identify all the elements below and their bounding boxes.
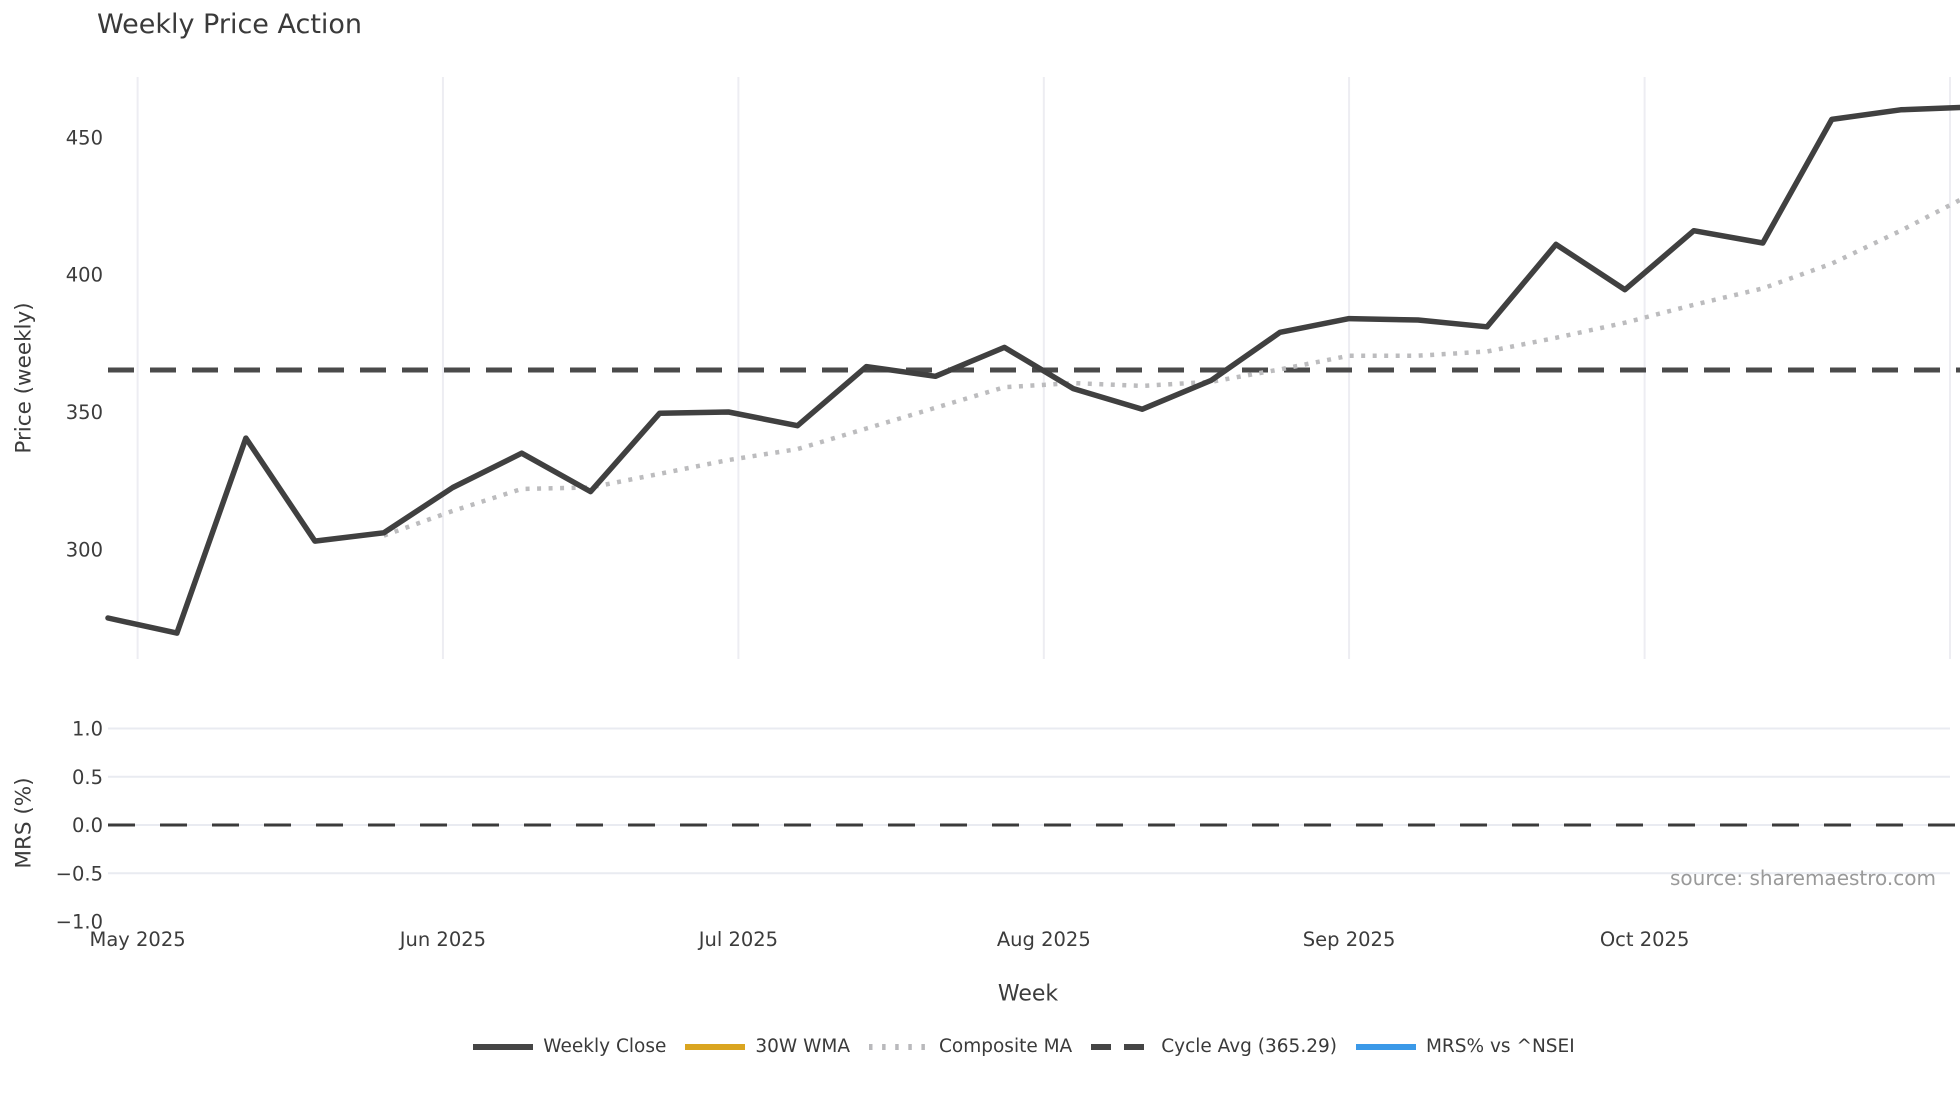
legend-label: Weekly Close xyxy=(543,1036,667,1057)
legend-label: Cycle Avg (365.29) xyxy=(1161,1036,1337,1057)
legend-swatch-solid-icon xyxy=(1355,1043,1416,1050)
legend-swatch-dashed-icon xyxy=(1091,1043,1145,1050)
legend-item: Weekly Close xyxy=(473,1036,666,1057)
chart-title: Weekly Price Action xyxy=(97,9,363,40)
composite-ma-line xyxy=(383,197,1960,538)
month-tick-label: Jul 2025 xyxy=(697,928,778,951)
legend-item: 30W WMA xyxy=(685,1036,850,1057)
legend-label: Composite MA xyxy=(938,1036,1073,1057)
legend-label: MRS% vs ^NSEI xyxy=(1425,1036,1575,1057)
legend-swatch-dotted-icon xyxy=(868,1043,925,1050)
legend-item: MRS% vs ^NSEI xyxy=(1355,1036,1575,1057)
price-axis-label: Price (weekly) xyxy=(11,302,37,454)
legend-swatch-solid-icon xyxy=(685,1043,746,1050)
mrs-axis-label: MRS (%) xyxy=(11,777,37,869)
mrs-tick-label: −0.5 xyxy=(56,862,103,885)
mrs-tick-label: 1.0 xyxy=(72,718,103,741)
legend: Weekly Close 30W WMA Composite MA Cycle Avg… xyxy=(0,1036,1960,1057)
mrs-tick-label: −1.0 xyxy=(56,911,103,934)
price-tick-label: 350 xyxy=(66,401,103,424)
source-note: source: sharemaestro.com xyxy=(1670,866,1936,890)
month-tick-label: Oct 2025 xyxy=(1600,928,1690,951)
legend-item: Composite MA xyxy=(868,1036,1073,1057)
month-tick-label: May 2025 xyxy=(90,928,186,951)
mrs-tick-label: 0.5 xyxy=(72,766,103,789)
legend-item: Cycle Avg (365.29) xyxy=(1091,1036,1337,1057)
legend-swatch-solid-icon xyxy=(473,1043,534,1050)
price-tick-label: 400 xyxy=(66,264,103,287)
mrs-tick-label: 0.0 xyxy=(72,814,103,837)
month-tick-label: Sep 2025 xyxy=(1303,928,1396,951)
month-tick-label: Aug 2025 xyxy=(997,928,1091,951)
x-axis-label: Week xyxy=(997,981,1059,1007)
legend-label: 30W WMA xyxy=(755,1036,850,1057)
month-tick-label: Jun 2025 xyxy=(398,928,486,951)
price-tick-label: 450 xyxy=(66,126,103,149)
weekly-close-line xyxy=(105,104,1960,636)
price-tick-label: 300 xyxy=(66,538,103,561)
